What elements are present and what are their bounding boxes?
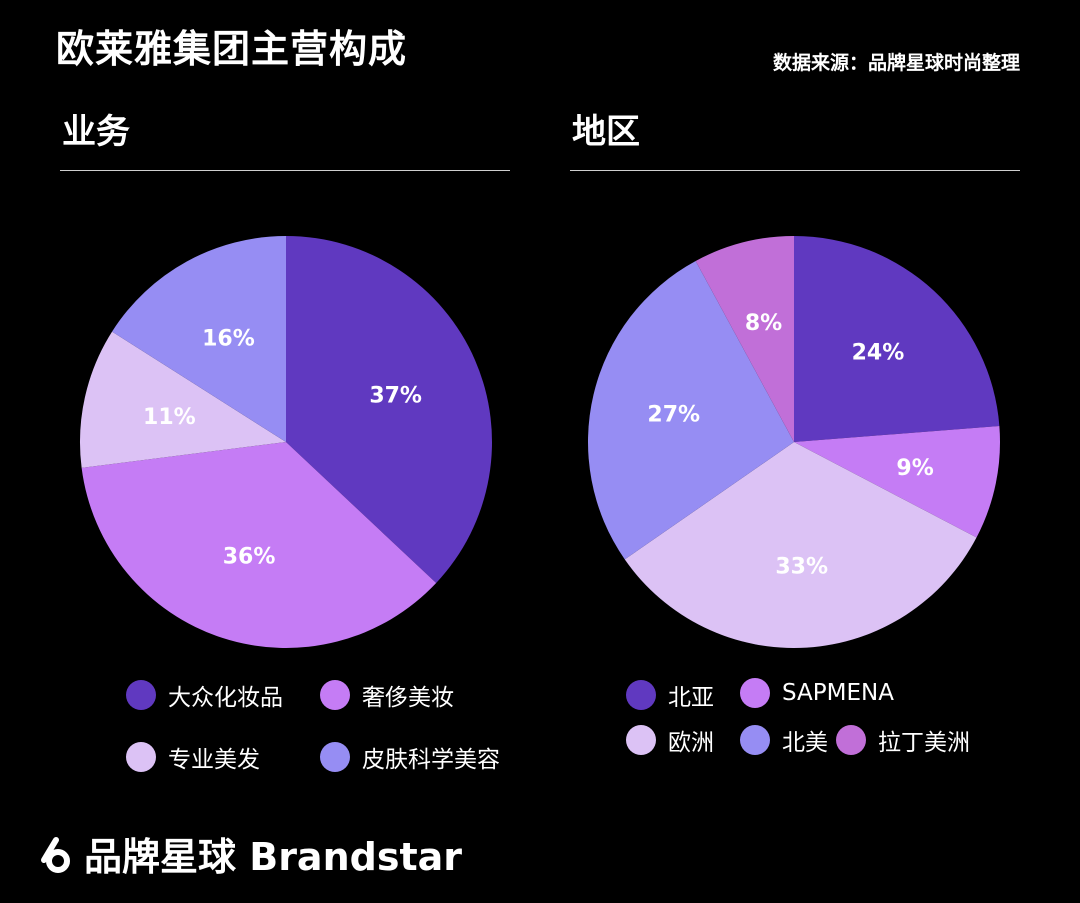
business-slice-label-3: 16% — [202, 326, 255, 351]
business-legend-swatch-3 — [320, 742, 350, 772]
data-source-note: 数据来源：品牌星球时尚整理 — [772, 52, 1020, 74]
business-slice-3 — [112, 236, 286, 442]
region-slice-label-2: 33% — [775, 554, 828, 579]
business-legend-label-1: 奢侈美妆 — [362, 685, 454, 711]
business-legend-swatch-2 — [126, 742, 156, 772]
region-section-title: 地区 — [572, 112, 640, 152]
region-slice-label-3: 27% — [647, 402, 700, 427]
region-slice-label-4: 8% — [745, 311, 782, 336]
business-legend-item-2: 专业美发 — [126, 740, 260, 774]
business-legend-label-0: 大众化妆品 — [168, 685, 283, 711]
region-legend-swatch-3 — [740, 725, 770, 755]
region-legend-label-0: 北亚 — [668, 685, 714, 711]
region-legend-label-2: 欧洲 — [668, 730, 714, 756]
business-slice-label-1: 36% — [223, 545, 276, 570]
business-slice-label-0: 37% — [369, 384, 422, 409]
business-legend-item-1: 奢侈美妆 — [320, 678, 454, 712]
region-legend-label-4: 拉丁美洲 — [878, 730, 970, 756]
business-legend-swatch-0 — [126, 680, 156, 710]
region-legend-item-1: SAPMENA — [740, 678, 894, 708]
region-legend-item-3: 北美 — [740, 723, 828, 757]
brand-footer: 品牌星球 Brandstar — [36, 826, 462, 881]
region-slice-1 — [794, 425, 1000, 538]
business-slice-0 — [286, 236, 492, 584]
region-legend-swatch-2 — [626, 725, 656, 755]
region-legend-item-2: 欧洲 — [626, 723, 714, 757]
business-legend-swatch-1 — [320, 680, 350, 710]
business-legend-item-0: 大众化妆品 — [126, 678, 283, 712]
region-legend-item-4: 拉丁美洲 — [836, 723, 970, 757]
brand-name: 品牌星球 Brandstar — [84, 835, 462, 879]
business-slice-label-2: 11% — [143, 405, 196, 430]
brandstar-logo-icon — [41, 836, 70, 873]
region-slice-3 — [588, 260, 794, 560]
region-slice-label-0: 24% — [852, 340, 905, 365]
business-legend-item-3: 皮肤科学美容 — [320, 740, 500, 774]
region-legend-label-3: 北美 — [782, 730, 828, 756]
business-legend-label-3: 皮肤科学美容 — [362, 747, 500, 773]
business-section-title: 业务 — [62, 112, 130, 152]
business-slice-1 — [81, 442, 437, 648]
region-legend-swatch-1 — [740, 678, 770, 708]
region-slice-label-1: 9% — [896, 456, 933, 481]
business-legend-label-2: 专业美发 — [168, 747, 260, 773]
page-title: 欧莱雅集团主营构成 — [56, 27, 408, 71]
region-legend-label-1: SAPMENA — [782, 680, 894, 706]
region-legend-swatch-0 — [626, 680, 656, 710]
region-divider — [570, 170, 1020, 171]
region-legend-swatch-4 — [836, 725, 866, 755]
business-divider — [60, 170, 510, 171]
region-legend-item-0: 北亚 — [626, 678, 714, 712]
region-slice-2 — [624, 442, 977, 649]
region-slice-0 — [794, 236, 1000, 442]
business-slice-2 — [80, 331, 287, 468]
region-slice-4 — [695, 236, 794, 442]
